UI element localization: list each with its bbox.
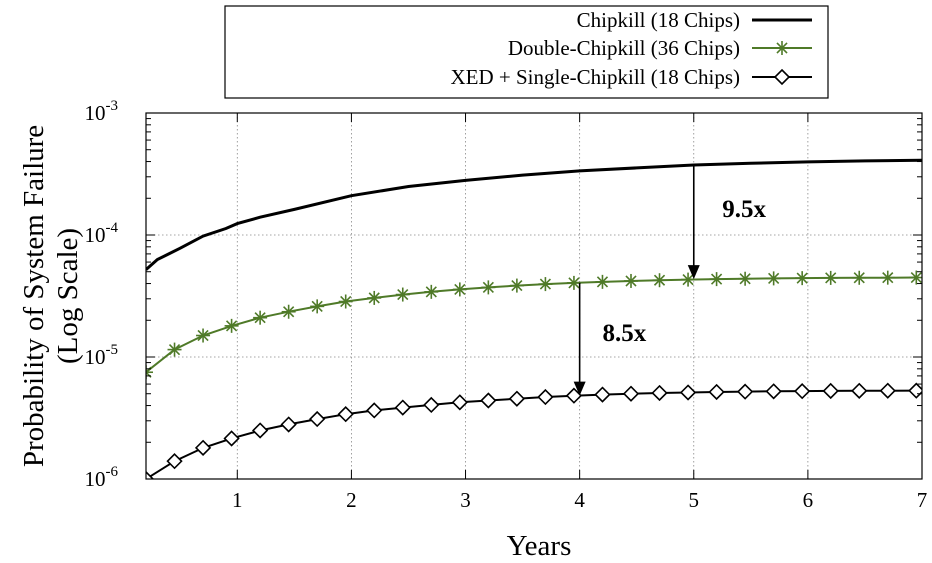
y-tick-label: 10-4 [85, 220, 119, 247]
legend-marker-xed [773, 68, 791, 86]
series-1 [146, 270, 922, 380]
data-point [251, 422, 269, 439]
y-tick-label: 10-5 [85, 342, 119, 369]
data-point [822, 382, 839, 400]
data-point [394, 399, 411, 416]
data-point [594, 386, 611, 403]
y-axis: 10-6 10-5 10-4 10-3 [85, 98, 922, 491]
legend-label-xed: XED + Single-Chipkill (18 Chips) [450, 65, 740, 89]
x-tick-label: 7 [917, 488, 928, 512]
data-point [879, 382, 896, 399]
legend-marker-double-chipkill [775, 41, 789, 55]
series-line [146, 158, 922, 271]
data-point [146, 470, 155, 479]
annotation-arrowhead [573, 381, 586, 396]
series-0 [146, 158, 922, 271]
annotation-label: 9.5x [722, 196, 766, 223]
data-point [224, 318, 239, 333]
series-line [146, 389, 917, 479]
legend-label-chipkill: Chipkill (18 Chips) [577, 8, 740, 32]
x-axis-title: Years [507, 530, 572, 562]
x-tick-label: 4 [574, 488, 585, 512]
data-point [765, 383, 782, 400]
x-axis: 1 2 3 4 5 6 7 [232, 113, 927, 512]
data-point [908, 382, 922, 399]
x-tick-label: 6 [803, 488, 814, 512]
legend: Chipkill (18 Chips) Double-Chipkill (36 … [224, 5, 829, 99]
data-point [480, 392, 497, 409]
x-tick-label: 1 [232, 488, 243, 512]
data-point [366, 402, 383, 419]
data-point [196, 328, 211, 343]
grid [146, 113, 922, 479]
data-point [395, 287, 410, 302]
x-tick-label: 5 [689, 488, 700, 512]
data-point [880, 270, 895, 285]
data-point [281, 304, 296, 319]
data-point [424, 284, 439, 299]
legend-label-double-chipkill: Double-Chipkill (36 Chips) [508, 36, 740, 60]
data-point [708, 383, 725, 401]
x-tick-label: 3 [460, 488, 471, 512]
data-point [338, 294, 353, 309]
series-2 [146, 382, 922, 479]
data-point [223, 430, 240, 447]
x-tick-label: 2 [346, 488, 357, 512]
data-point [736, 383, 754, 400]
data-point [537, 388, 554, 406]
data-point [509, 278, 524, 293]
data-point [795, 271, 810, 286]
data-point [194, 439, 212, 456]
data-point [481, 280, 496, 295]
data-point [452, 282, 467, 297]
data-point [909, 270, 922, 285]
data-point [423, 396, 440, 414]
data-point [652, 273, 667, 288]
annotation-layer: 9.5x 8.5x [573, 164, 767, 396]
data-point [709, 272, 724, 287]
data-point [566, 275, 581, 290]
data-point [451, 394, 468, 411]
data-point [310, 299, 325, 314]
data-point [851, 382, 868, 399]
data-point [253, 310, 268, 325]
y-tick-label: 10-3 [85, 98, 119, 125]
annotation-arrowhead [687, 265, 700, 280]
data-point [823, 270, 838, 285]
data-point [595, 274, 610, 289]
legend-box [224, 5, 829, 99]
data-point [167, 342, 182, 357]
data-point [538, 277, 553, 292]
data-point [337, 406, 354, 423]
data-point [367, 290, 382, 305]
series-layer [146, 158, 922, 479]
data-point [651, 384, 668, 402]
data-point [622, 385, 640, 402]
data-point [565, 387, 583, 404]
series-line [146, 276, 917, 373]
data-point [309, 410, 326, 428]
data-point [166, 453, 183, 470]
data-point [766, 271, 781, 286]
data-point [679, 384, 697, 401]
plot-frame [145, 112, 923, 480]
y-axis-title-line2: (Log Scale) [52, 228, 84, 364]
y-tick-label: 10-6 [85, 464, 119, 491]
data-point [280, 416, 297, 433]
data-point [738, 271, 753, 286]
data-point [794, 383, 811, 400]
data-point [852, 270, 867, 285]
y-axis-title-line1: Probability of System Failure [18, 125, 50, 467]
data-point [508, 390, 526, 407]
annotation-label: 8.5x [602, 320, 646, 347]
data-point [681, 272, 696, 287]
data-point [624, 273, 638, 288]
